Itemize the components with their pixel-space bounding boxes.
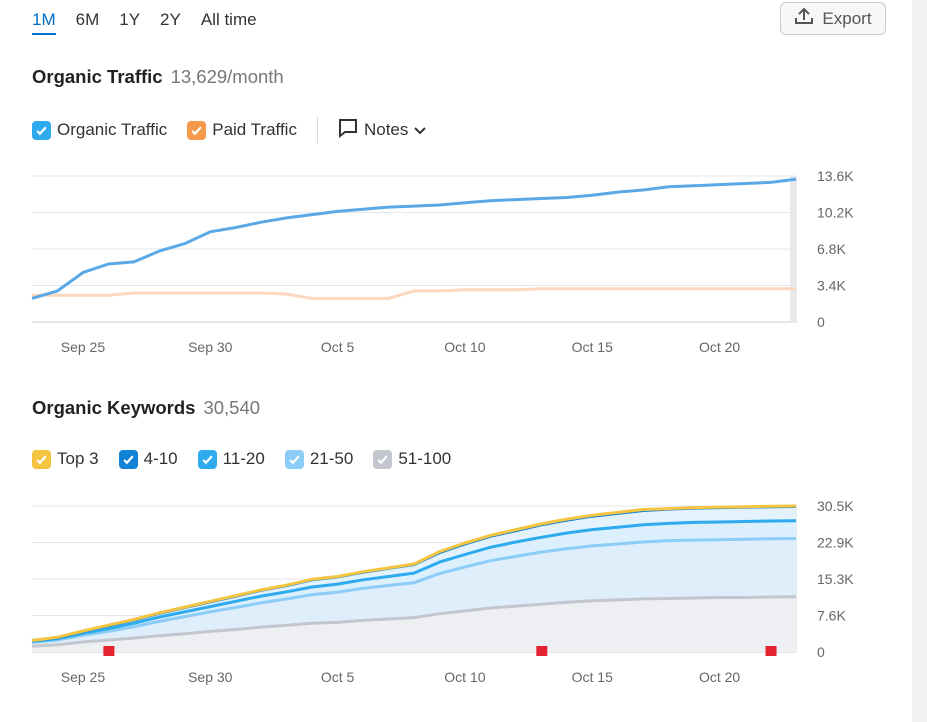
chevron-down-icon [414,120,427,140]
checkbox-icon[interactable] [118,449,138,469]
x-tick-label: Oct 15 [572,339,613,355]
legend-label: Organic Traffic [57,120,168,139]
y-tick-label: 3.4K [817,278,846,294]
legend-paid-traffic[interactable]: Paid Traffic [187,120,297,140]
checkbox-icon[interactable] [32,120,51,140]
organic-keywords-chart[interactable]: 30.5K 22.9K 15.3K 7.6K 0 Sep 25 Sep 30 Oct 5 Oct… [0,490,912,700]
y-tick-label: 7.6K [817,608,846,624]
y-tick-label: 6.8K [817,241,846,257]
x-tick-label: Oct 10 [444,669,485,685]
y-tick-label: 30.5K [817,498,854,514]
export-button[interactable]: Export [780,2,886,35]
keywords-section-title: Organic Keywords 30,540 [32,397,260,419]
traffic-value: 13,629/month [170,66,284,87]
x-tick-label: Oct 10 [444,339,485,355]
page-scrollbar[interactable] [912,0,927,722]
y-tick-label: 22.9K [817,535,854,551]
comment-icon [338,118,358,143]
x-tick-label: Sep 30 [188,339,233,355]
checkbox-icon[interactable] [32,449,51,469]
legend-21-50[interactable]: 21-50 [284,449,354,469]
organic-traffic-chart[interactable]: 13.6K 10.2K 6.8K 3.4K 0 Sep 25 Sep 30 Oct 5 Oct … [0,160,912,370]
y-tick-label: 0 [817,314,825,330]
x-tick-label: Oct 5 [321,339,355,355]
legend-11-20[interactable]: 11-20 [197,449,265,469]
legend-label: 11-20 [222,449,265,468]
series-line-paid-traffic [32,287,796,300]
notes-dropdown[interactable]: Notes [338,118,427,143]
date-range-tabs: 1M 6M 1Y 2Y All time [32,10,277,35]
legend-organic-traffic[interactable]: Organic Traffic [32,120,167,140]
notes-label: Notes [363,120,409,139]
series-line-21-50 [31,537,797,644]
checkbox-icon[interactable] [197,449,217,469]
legend-label: 21-50 [309,449,354,468]
area-51-100 [32,596,796,652]
traffic-title: Organic Traffic [32,66,163,87]
checkbox-icon[interactable] [373,449,393,469]
x-tick-label: Oct 20 [699,339,740,355]
export-label: Export [822,8,872,28]
legend-label: 51-100 [398,449,452,468]
note-flag-icon [765,646,777,656]
checkbox-icon[interactable] [284,449,304,469]
note-flag-icon [536,646,548,656]
checkbox-icon[interactable] [187,120,207,140]
x-tick-label: Sep 30 [188,669,233,685]
tab-1m[interactable]: 1M [32,10,56,35]
chart-range-handle [790,176,797,322]
tab-all-time[interactable]: All time [200,10,257,29]
series-line-top-3 [31,504,797,642]
upload-icon [794,7,814,30]
traffic-legend: Organic Traffic Paid Traffic Notes [32,117,427,143]
tab-6m[interactable]: 6M [75,10,100,29]
traffic-section-title: Organic Traffic 13,629/month [32,66,284,88]
x-tick-label: Sep 25 [61,669,106,685]
legend-top-3[interactable]: Top 3 [32,449,99,469]
y-tick-label: 10.2K [817,205,854,221]
legend-label: Top 3 [57,449,99,468]
x-tick-label: Oct 20 [699,669,740,685]
keywords-value: 30,540 [203,397,261,418]
y-tick-label: 15.3K [817,571,854,587]
legend-divider [316,117,318,143]
legend-51-100[interactable]: 51-100 [373,449,451,469]
keywords-legend: Top 3 4-10 11-20 21-50 51-100 [32,449,471,469]
y-tick-label: 13.6K [817,168,854,184]
keywords-title: Organic Keywords [32,397,196,418]
tab-1y[interactable]: 1Y [119,10,141,29]
series-line-11-20 [31,519,797,643]
tab-2y[interactable]: 2Y [160,10,181,29]
x-tick-label: Oct 15 [572,669,613,685]
legend-label: Paid Traffic [212,120,297,139]
note-flag-icon [103,646,115,656]
legend-4-10[interactable]: 4-10 [118,449,178,469]
legend-label: 4-10 [143,449,178,468]
series-line-51-100 [31,595,797,648]
y-tick-label: 0 [817,644,825,660]
x-tick-label: Sep 25 [61,339,106,355]
x-tick-label: Oct 5 [321,669,355,685]
series-line-organic-traffic [31,177,797,300]
